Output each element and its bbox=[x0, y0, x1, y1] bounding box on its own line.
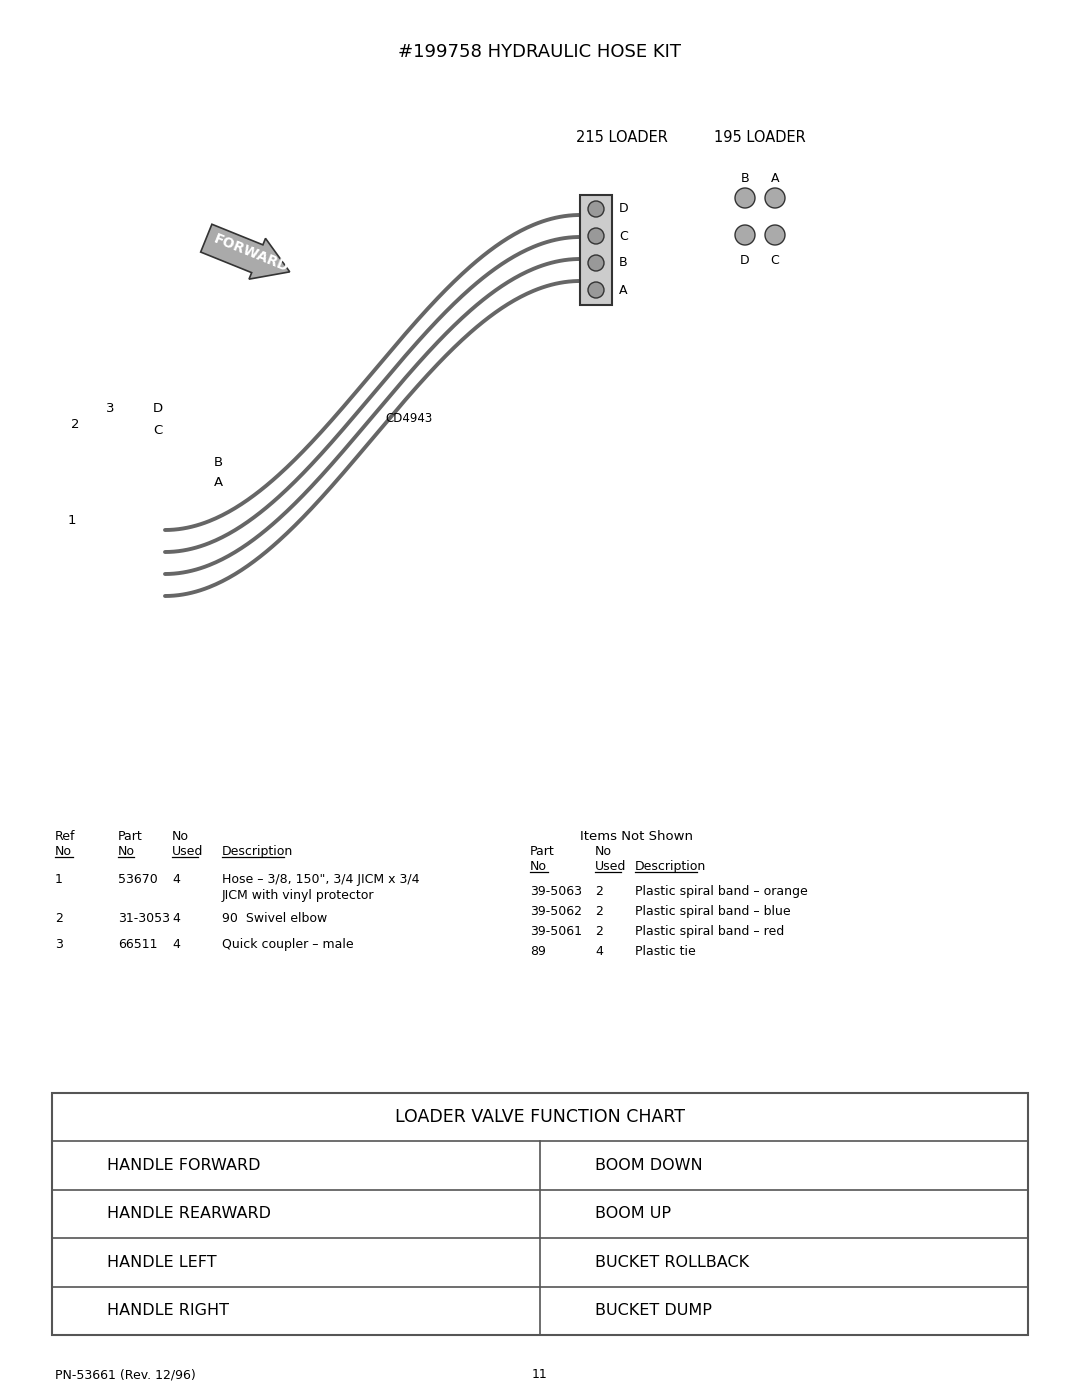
Text: A: A bbox=[214, 475, 222, 489]
Text: HANDLE REARWARD: HANDLE REARWARD bbox=[107, 1207, 271, 1221]
Text: 2: 2 bbox=[71, 419, 79, 432]
Text: No: No bbox=[530, 861, 546, 873]
Text: JICM with vinyl protector: JICM with vinyl protector bbox=[222, 888, 375, 902]
FancyArrow shape bbox=[201, 225, 289, 279]
Text: HANDLE LEFT: HANDLE LEFT bbox=[107, 1255, 217, 1270]
Text: 1: 1 bbox=[55, 873, 63, 886]
Text: Description: Description bbox=[635, 861, 706, 873]
Circle shape bbox=[765, 225, 785, 244]
Text: Used: Used bbox=[595, 861, 626, 873]
Text: Quick coupler – male: Quick coupler – male bbox=[222, 937, 353, 951]
Text: PN-53661 (Rev. 12/96): PN-53661 (Rev. 12/96) bbox=[55, 1368, 195, 1382]
Text: 53670: 53670 bbox=[118, 873, 158, 886]
Bar bbox=[52, 1092, 1028, 1336]
Text: 11: 11 bbox=[532, 1368, 548, 1382]
Text: Ref: Ref bbox=[55, 830, 76, 842]
Text: No: No bbox=[595, 845, 612, 858]
Text: HANDLE RIGHT: HANDLE RIGHT bbox=[107, 1303, 229, 1319]
Text: 215 LOADER: 215 LOADER bbox=[576, 130, 667, 145]
Text: Plastic spiral band – red: Plastic spiral band – red bbox=[635, 925, 784, 937]
Bar bbox=[580, 196, 612, 305]
Text: 2: 2 bbox=[595, 925, 603, 937]
Text: 66511: 66511 bbox=[118, 937, 158, 951]
Text: Hose – 3/8, 150", 3/4 JICM x 3/4: Hose – 3/8, 150", 3/4 JICM x 3/4 bbox=[222, 873, 419, 886]
Text: BOOM UP: BOOM UP bbox=[595, 1207, 671, 1221]
Text: B: B bbox=[741, 172, 750, 184]
Text: B: B bbox=[619, 257, 627, 270]
Text: HANDLE FORWARD: HANDLE FORWARD bbox=[107, 1158, 260, 1173]
Circle shape bbox=[588, 282, 604, 298]
Text: 4: 4 bbox=[172, 912, 180, 925]
Text: 3: 3 bbox=[55, 937, 63, 951]
Text: 31-3053: 31-3053 bbox=[118, 912, 170, 925]
Text: BUCKET DUMP: BUCKET DUMP bbox=[595, 1303, 712, 1319]
Text: FORWARD: FORWARD bbox=[212, 232, 291, 274]
Text: 2: 2 bbox=[595, 886, 603, 898]
Text: CD4943: CD4943 bbox=[384, 412, 432, 425]
Text: 195 LOADER: 195 LOADER bbox=[714, 130, 806, 145]
Text: BOOM DOWN: BOOM DOWN bbox=[595, 1158, 703, 1173]
Text: 2: 2 bbox=[55, 912, 63, 925]
Text: Description: Description bbox=[222, 845, 294, 858]
Text: 3: 3 bbox=[106, 401, 114, 415]
Text: 2: 2 bbox=[595, 905, 603, 918]
Text: B: B bbox=[214, 455, 222, 468]
Text: D: D bbox=[740, 253, 750, 267]
Text: Used: Used bbox=[172, 845, 203, 858]
Text: 39-5062: 39-5062 bbox=[530, 905, 582, 918]
Text: 1: 1 bbox=[68, 514, 77, 527]
Circle shape bbox=[735, 189, 755, 208]
Text: 90  Swivel elbow: 90 Swivel elbow bbox=[222, 912, 327, 925]
Text: 4: 4 bbox=[595, 944, 603, 958]
Text: 4: 4 bbox=[172, 937, 180, 951]
Circle shape bbox=[588, 228, 604, 244]
Text: LOADER VALVE FUNCTION CHART: LOADER VALVE FUNCTION CHART bbox=[395, 1108, 685, 1126]
Text: Plastic spiral band – blue: Plastic spiral band – blue bbox=[635, 905, 791, 918]
Text: 89: 89 bbox=[530, 944, 545, 958]
Text: Part: Part bbox=[118, 830, 143, 842]
Text: No: No bbox=[55, 845, 72, 858]
Text: No: No bbox=[172, 830, 189, 842]
Text: #199758 HYDRAULIC HOSE KIT: #199758 HYDRAULIC HOSE KIT bbox=[399, 43, 681, 61]
Text: C: C bbox=[153, 423, 163, 436]
Circle shape bbox=[735, 225, 755, 244]
Text: C: C bbox=[771, 253, 780, 267]
Text: Plastic spiral band – orange: Plastic spiral band – orange bbox=[635, 886, 808, 898]
Text: A: A bbox=[619, 284, 627, 296]
Text: 39-5061: 39-5061 bbox=[530, 925, 582, 937]
Text: Part: Part bbox=[530, 845, 555, 858]
Text: 4: 4 bbox=[172, 873, 180, 886]
Circle shape bbox=[588, 256, 604, 271]
Circle shape bbox=[765, 189, 785, 208]
Text: D: D bbox=[619, 203, 629, 215]
Text: D: D bbox=[153, 401, 163, 415]
Text: Items Not Shown: Items Not Shown bbox=[580, 830, 693, 842]
Circle shape bbox=[588, 201, 604, 217]
Text: No: No bbox=[118, 845, 135, 858]
Text: C: C bbox=[619, 229, 627, 243]
Text: Plastic tie: Plastic tie bbox=[635, 944, 696, 958]
Text: 39-5063: 39-5063 bbox=[530, 886, 582, 898]
Text: A: A bbox=[771, 172, 780, 184]
Text: BUCKET ROLLBACK: BUCKET ROLLBACK bbox=[595, 1255, 750, 1270]
